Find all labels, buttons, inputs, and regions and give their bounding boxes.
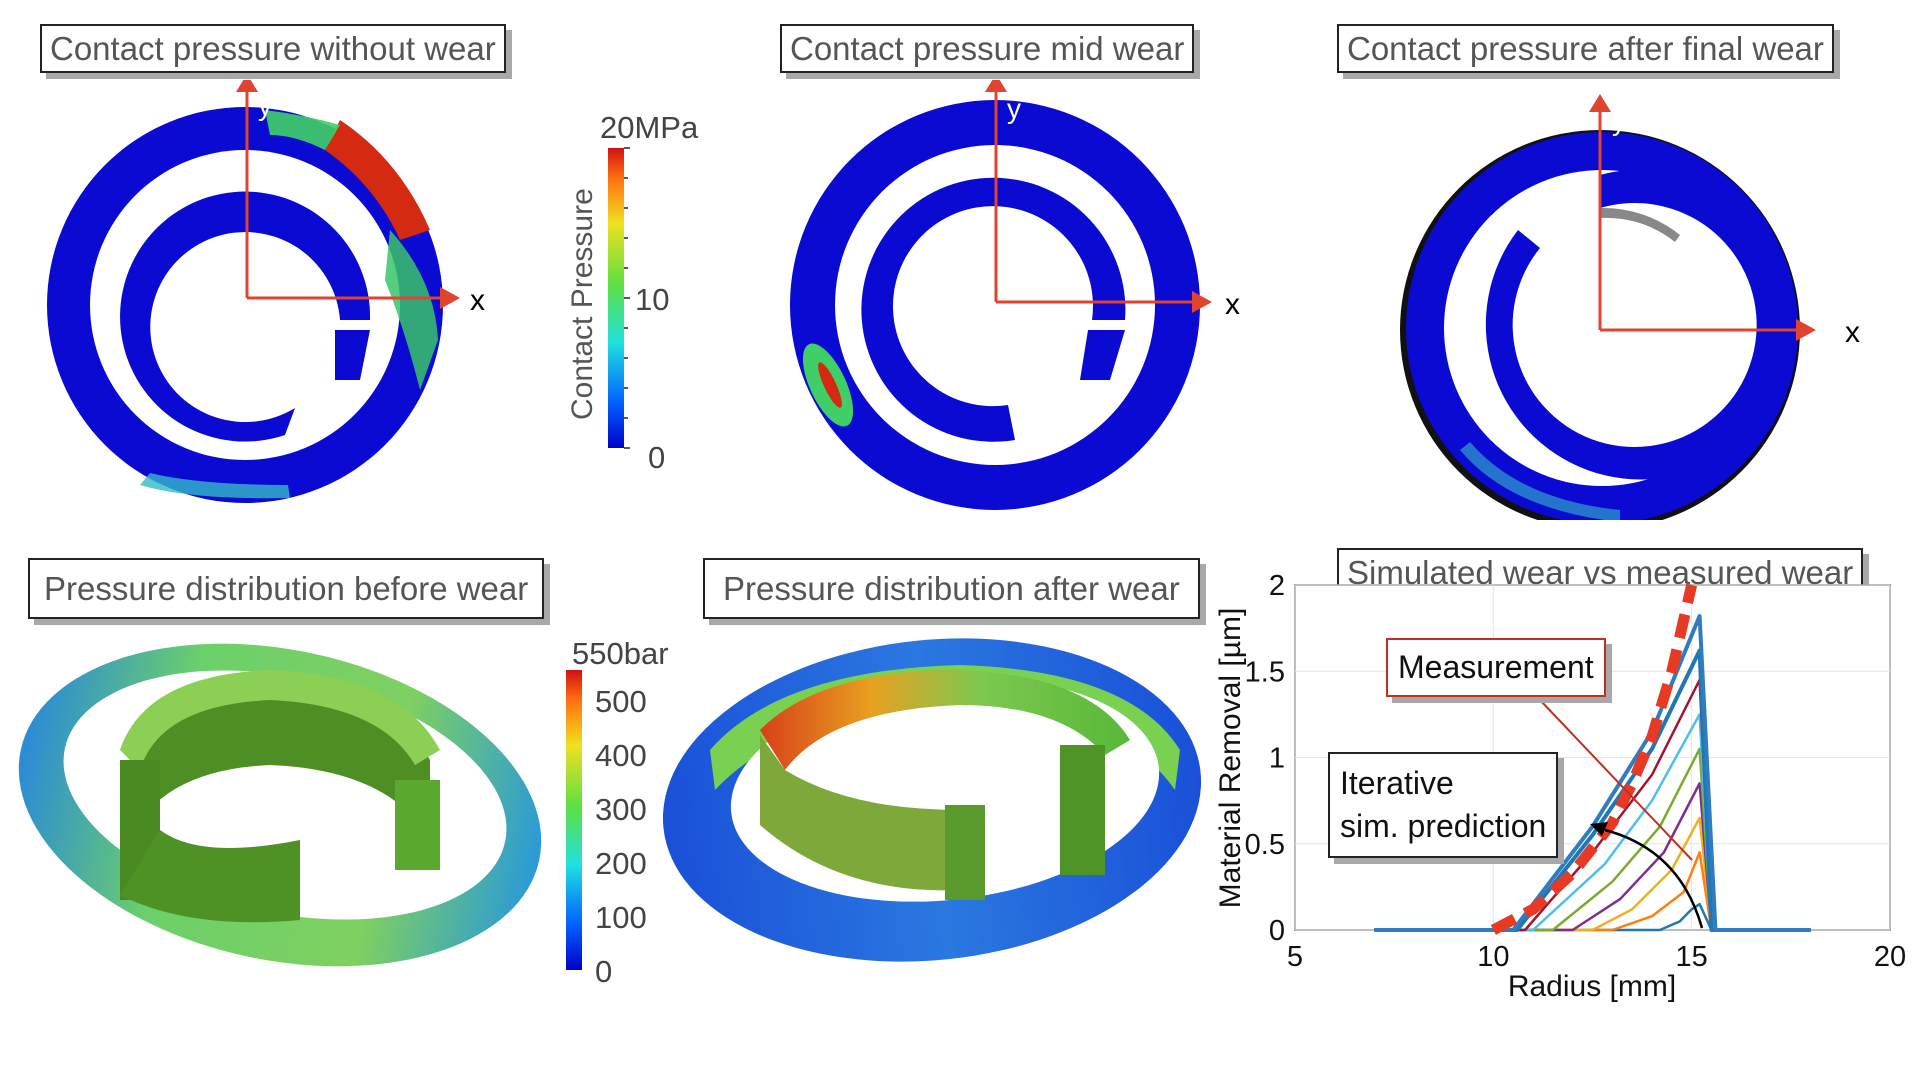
series-lines xyxy=(1374,614,1811,932)
colorbar-bar-gradient xyxy=(566,670,582,970)
ring-plot-without-wear: y xyxy=(47,80,460,503)
inner-c-end-right xyxy=(1060,745,1105,875)
title-pressure-before-wear: Pressure distribution before wear xyxy=(28,558,545,619)
y-tick-labels: 0 0.5 1 1.5 2 xyxy=(1245,570,1285,947)
ring-plot-mid-wear: y xyxy=(790,80,1212,510)
y-tick-label: 1 xyxy=(1269,743,1285,775)
sim-callout-arrowhead xyxy=(1590,822,1608,836)
pressure-3d-after-wear xyxy=(662,638,1202,962)
title-contact-pressure-final-wear: Contact pressure after final wear xyxy=(1337,24,1834,73)
y-axis-label: y xyxy=(1007,93,1021,124)
x-tick-label: 15 xyxy=(1676,941,1708,973)
y-axis-title: Material Removal [µm] xyxy=(1214,608,1247,909)
colorbar-bar-300: 300 xyxy=(595,792,647,827)
colorbar-mpa: Contact Pressure xyxy=(566,147,630,449)
hot-zone-top-right xyxy=(325,120,430,240)
title-contact-pressure-without-wear: Contact pressure without wear xyxy=(40,24,506,73)
x-tick-labels: 5 10 15 20 xyxy=(1287,941,1906,973)
hot-spot-left-core xyxy=(818,362,842,408)
x-axis-label-tm: x xyxy=(1225,288,1240,321)
inner-c-ring xyxy=(120,191,371,442)
x-tick-label: 20 xyxy=(1874,941,1906,973)
y-tick-label: 0 xyxy=(1269,915,1285,947)
colorbar-mpa-min: 0 xyxy=(648,440,666,475)
inner-c-end-left xyxy=(945,805,985,900)
inner-c-tail xyxy=(1080,330,1125,380)
x-axis-title: Radius [mm] xyxy=(1508,970,1676,1003)
inner-c-front-bottom xyxy=(120,830,300,923)
y-tick-label: 0.5 xyxy=(1245,829,1285,861)
colorbar-mpa-mid: 10 xyxy=(635,282,670,317)
y-tick-label: 2 xyxy=(1269,570,1285,602)
sim-callout-line1: Iterative xyxy=(1340,765,1454,801)
inner-c-top xyxy=(120,670,440,770)
x-axis-label-tr: x xyxy=(1845,316,1860,349)
ring-plot-final-wear: y xyxy=(1400,94,1816,520)
sim-prediction-callout: Iterative sim. prediction xyxy=(1328,752,1559,859)
colorbar-bar-200: 200 xyxy=(595,846,647,881)
x-arrow-head xyxy=(1796,319,1816,341)
sim-callout-arrow xyxy=(1604,828,1704,929)
warm-zone-right xyxy=(385,230,438,390)
x-tick-label: 10 xyxy=(1477,941,1509,973)
inner-c-wall xyxy=(130,685,430,840)
colorbar-bar-100: 100 xyxy=(595,900,647,935)
measurement-callout: Measurement xyxy=(1386,638,1606,698)
colorbar-bar-0: 0 xyxy=(595,954,613,989)
y-arrow-head xyxy=(1589,94,1611,112)
warm-zone-top xyxy=(265,110,340,150)
inner-ring-shadow xyxy=(1600,207,1680,242)
wear-chart: 5 10 15 20 0 0.5 1 1.5 2 Radius [mm] Material R… xyxy=(1214,570,1906,1003)
measurement-callout-line xyxy=(1539,699,1693,861)
y-arrow-head xyxy=(236,80,258,92)
title-contact-pressure-mid-wear: Contact pressure mid wear xyxy=(780,24,1195,73)
colorbar-mpa-gradient xyxy=(608,148,624,448)
title-pressure-after-wear: Pressure distribution after wear xyxy=(703,558,1200,619)
colorbar-bar-500: 500 xyxy=(595,684,647,719)
inner-c-end-block xyxy=(395,780,440,870)
x-arrow-head xyxy=(440,287,460,309)
x-axis-label-tl: x xyxy=(470,284,485,317)
x-arrow-head xyxy=(1192,291,1212,313)
series-line-iter8 xyxy=(1374,648,1811,932)
y-arrow-head xyxy=(985,80,1007,92)
x-tick-label: 5 xyxy=(1287,941,1303,973)
colorbar-bar xyxy=(566,670,582,970)
measurement-line xyxy=(1490,583,1698,935)
inner-c-tail xyxy=(335,330,370,380)
colorbar-mpa-title: Contact Pressure xyxy=(566,188,599,420)
inner-c-wall xyxy=(760,735,960,891)
sim-callout-line2: sim. prediction xyxy=(1340,808,1547,845)
inner-c-top xyxy=(760,670,1130,770)
pressure-3d-before-wear xyxy=(18,643,542,967)
y-axis-label: y xyxy=(258,90,272,121)
y-axis-label: y xyxy=(1612,105,1626,136)
colorbar-bar-550: 550bar xyxy=(572,636,669,671)
warm-zone-bottom xyxy=(140,473,290,499)
y-tick-label: 1.5 xyxy=(1245,656,1285,688)
colorbar-bar-400: 400 xyxy=(595,738,647,773)
colorbar-mpa-max: 20MPa xyxy=(600,110,699,145)
wear-zone-bottom xyxy=(1460,442,1620,520)
